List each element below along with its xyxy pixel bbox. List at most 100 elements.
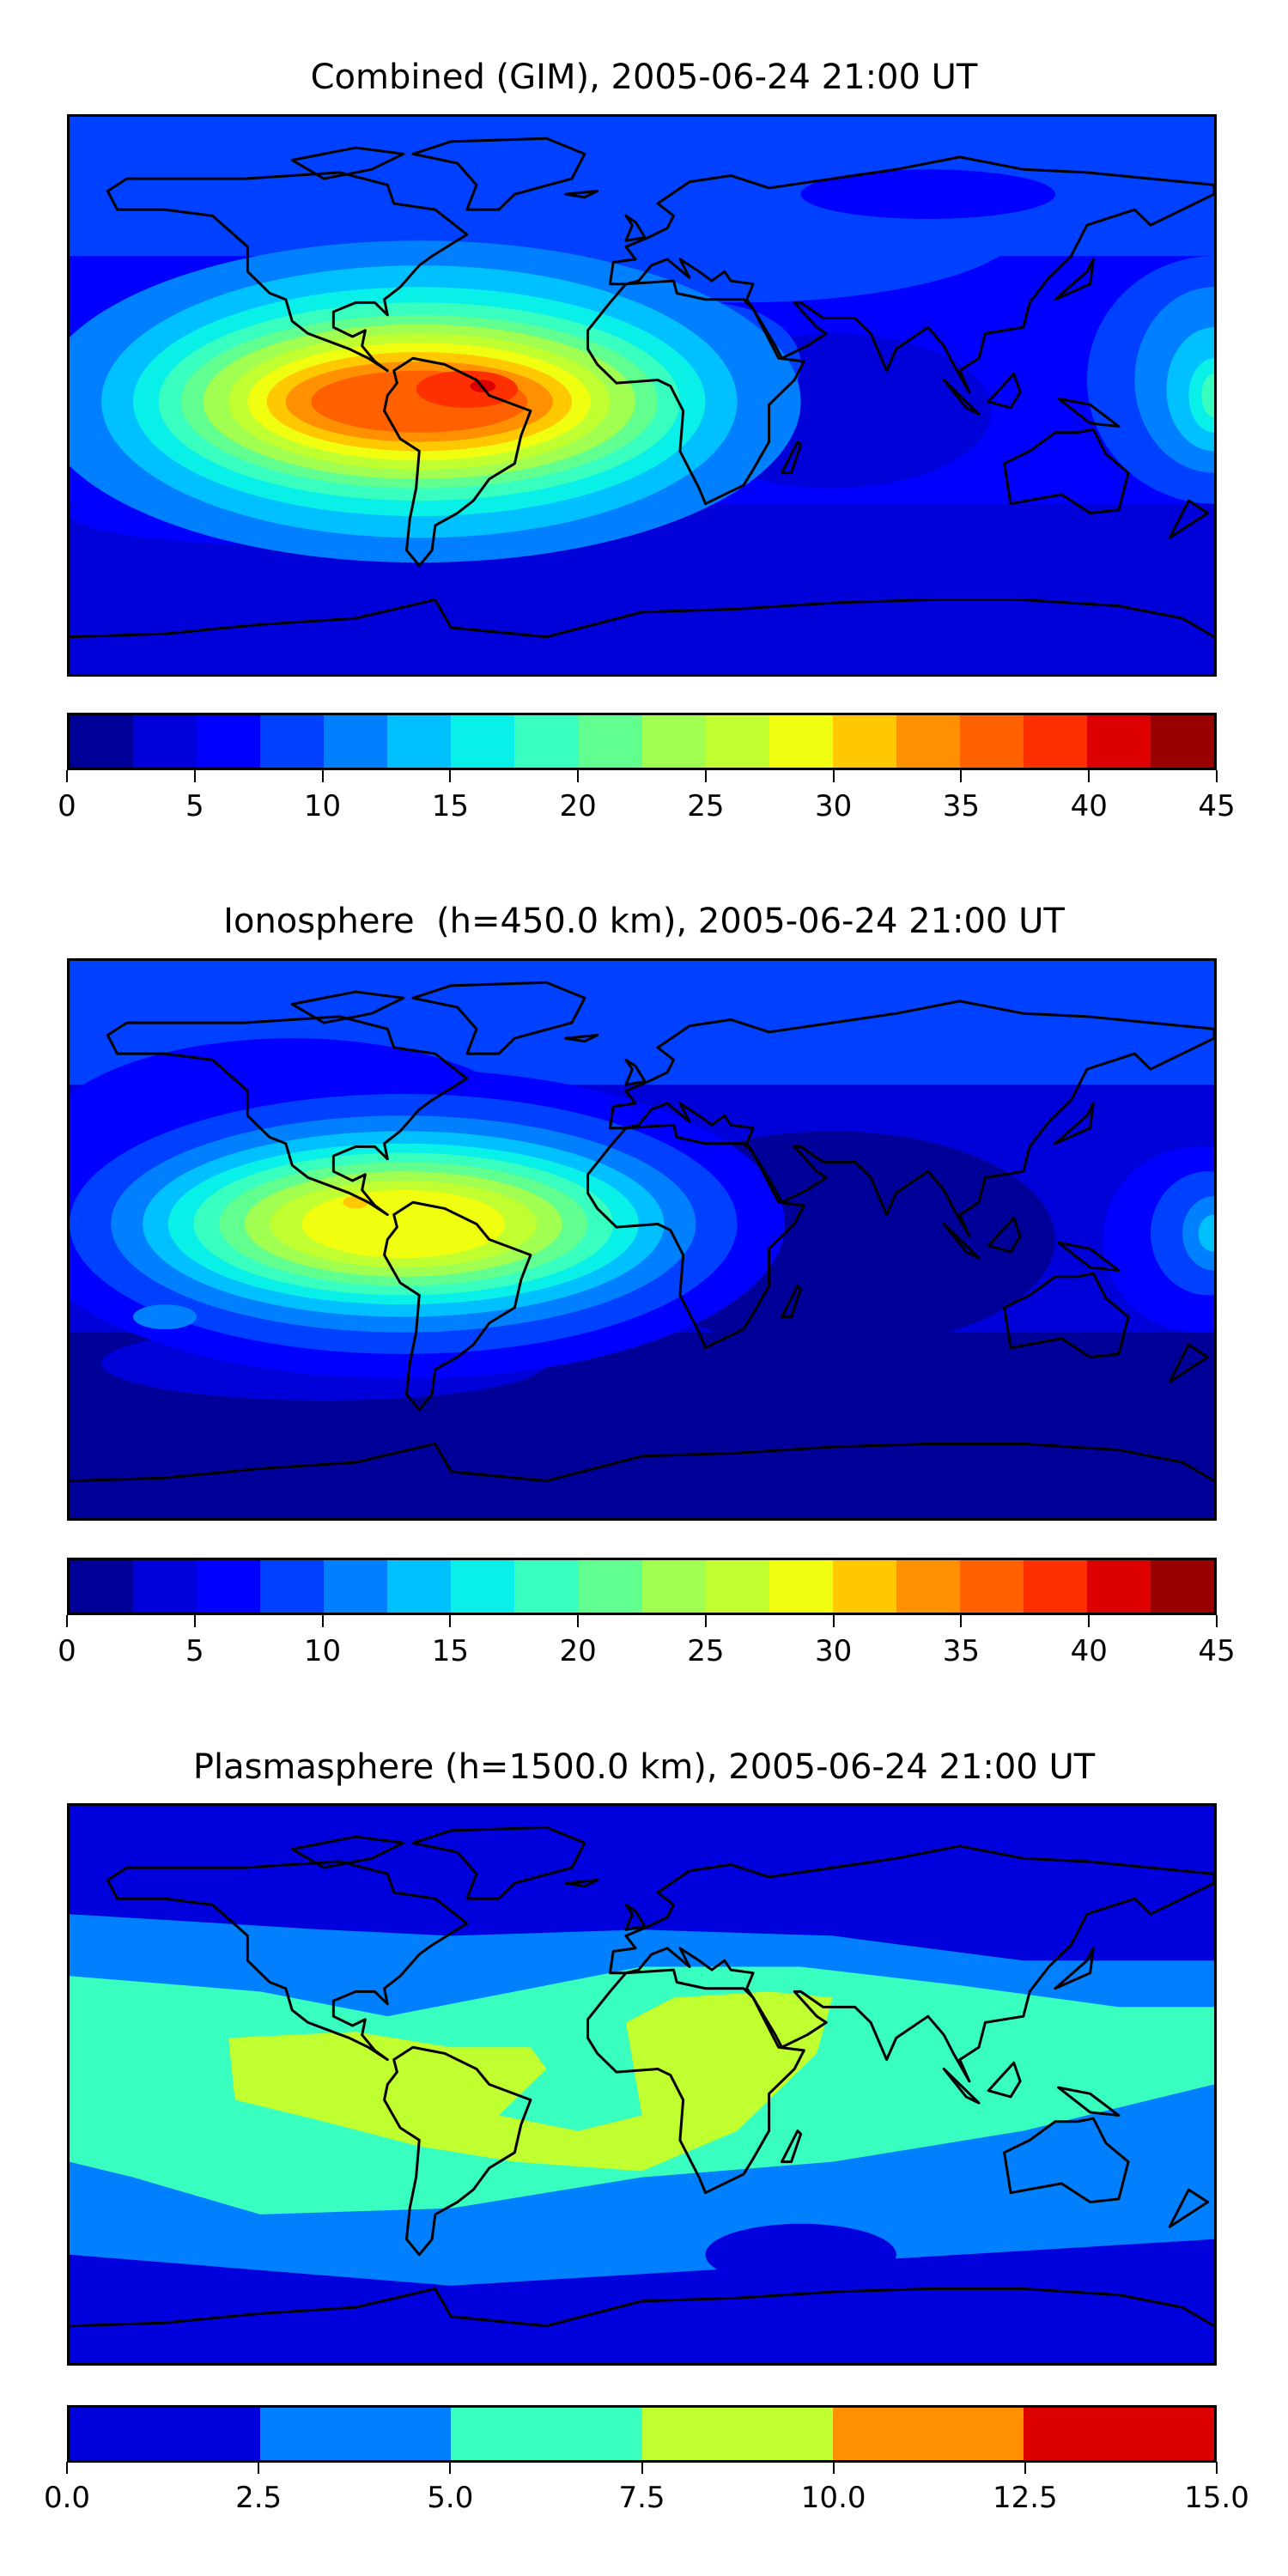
coastline <box>1005 429 1128 513</box>
colorbar-segment <box>896 715 960 768</box>
colorbar-segment <box>959 715 1024 768</box>
colorbar-tick-label: 15.0 <box>1184 2481 1249 2515</box>
colorbar-tick-mark <box>577 1615 580 1627</box>
colorbar-tick-mark <box>960 770 963 782</box>
colorbar-segment <box>896 1560 960 1613</box>
colorbar-tick-label: 5 <box>185 789 204 823</box>
colorbar-tick-label: 10.0 <box>800 2481 866 2515</box>
coastline <box>1055 1948 1093 1989</box>
colorbar-segment <box>324 1560 388 1613</box>
colorbar-tick-label: 35 <box>942 1634 981 1668</box>
colorbar-segment <box>1023 2408 1215 2460</box>
coastline <box>626 216 645 240</box>
colorbar-tick-label: 2.5 <box>235 2481 283 2515</box>
colorbar-segment <box>514 1560 579 1613</box>
coastline <box>588 1125 805 1348</box>
coastline <box>566 191 598 197</box>
colorbar1-ticks: 0 5 10 15 20 25 30 35 40 45 <box>58 770 1236 830</box>
colorbar-tick-label: 5.0 <box>427 2481 474 2515</box>
colorbar-tick-mark <box>1216 1615 1218 1627</box>
contour-region <box>133 1304 197 1330</box>
colorbar-tick-mark <box>66 770 68 782</box>
colorbar-tick-mark <box>832 2462 835 2474</box>
coastline-antarctica <box>70 1443 1214 1480</box>
coastline <box>1055 259 1093 300</box>
coastline <box>626 1905 645 1929</box>
colorbar-segment <box>70 1560 134 1613</box>
map1-combined-gim <box>67 114 1217 677</box>
colorbar-segment <box>641 715 706 768</box>
coastline <box>781 2131 800 2162</box>
colorbar-tick-mark <box>960 1615 963 1627</box>
colorbar-segment <box>260 2408 452 2460</box>
colorbar-tick-mark <box>66 1615 68 1627</box>
colorbar-tick-label: 30 <box>815 789 853 823</box>
map2-title: Ionosphere (h=450.0 km), 2005-06-24 21:0… <box>223 902 1065 941</box>
colorbar-segment <box>1023 1560 1087 1613</box>
map3-plasmasphere <box>67 1803 1217 2366</box>
coastline <box>292 148 404 179</box>
coastline <box>1059 1242 1119 1270</box>
colorbar-segment <box>1023 715 1087 768</box>
colorbar-segment <box>387 715 452 768</box>
colorbar-segment <box>1151 1560 1215 1613</box>
coastline-antarctica <box>70 599 1214 636</box>
colorbar-tick-label: 15 <box>431 789 469 823</box>
coastline <box>626 1060 645 1084</box>
map1-svg <box>70 117 1214 674</box>
colorbar-tick-mark <box>1024 2462 1026 2474</box>
coastline <box>944 1224 979 1258</box>
coastline <box>988 2063 1020 2097</box>
map3-svg <box>70 1806 1214 2363</box>
coastline <box>107 173 466 371</box>
colorbar-tick-label: 25 <box>687 1634 725 1668</box>
coastline-antarctica <box>70 2288 1214 2325</box>
colorbar-segment <box>324 715 388 768</box>
coastline <box>988 374 1020 408</box>
coastline <box>988 1218 1020 1252</box>
colorbar-tick-label: 10 <box>303 789 342 823</box>
colorbar-segment <box>578 1560 642 1613</box>
coastline <box>1170 2190 1207 2227</box>
colorbar-segment <box>1087 1560 1151 1613</box>
map3-title: Plasmasphere (h=1500.0 km), 2005-06-24 2… <box>192 1747 1096 1787</box>
coastline <box>292 1837 404 1868</box>
colorbar-segment <box>70 2408 261 2460</box>
colorbar-segment <box>705 715 769 768</box>
map2-svg <box>70 961 1214 1518</box>
colorbar3 <box>67 2405 1217 2463</box>
coastline <box>566 1036 598 1042</box>
colorbar-tick-mark <box>1088 770 1091 782</box>
colorbar-tick-mark <box>704 770 707 782</box>
colorbar-tick-mark <box>1216 2462 1218 2474</box>
colorbar-segment <box>514 715 579 768</box>
colorbar-segment <box>832 715 896 768</box>
colorbar-tick-label: 0 <box>58 1634 76 1668</box>
coastline <box>1059 398 1119 426</box>
coastline <box>107 1017 466 1215</box>
contour-region <box>343 1196 369 1209</box>
colorbar-segment <box>769 1560 833 1613</box>
colorbar-segment <box>451 715 515 768</box>
coastline <box>1005 2118 1128 2202</box>
colorbar-tick-mark <box>641 2462 643 2474</box>
map1-title: Combined (GIM), 2005-06-24 21:00 UT <box>310 58 978 97</box>
colorbar-tick-label: 5 <box>185 1634 204 1668</box>
coastline <box>1170 1345 1207 1382</box>
coastline <box>413 138 585 210</box>
colorbar-segment <box>260 1560 325 1613</box>
coastline <box>1055 1103 1093 1144</box>
colorbar-segment <box>197 715 261 768</box>
colorbar-segment <box>70 715 134 768</box>
coastline <box>292 992 404 1023</box>
map2-ionosphere <box>67 958 1217 1521</box>
coastline <box>944 2069 979 2103</box>
colorbar3-ticks: 0.0 2.5 5.0 7.5 10.0 12.5 15.0 <box>44 2462 1249 2522</box>
colorbar-tick-label: 15 <box>431 1634 469 1668</box>
coastline <box>107 1862 466 2060</box>
colorbar-segment <box>133 1560 197 1613</box>
colorbar-tick-label: 20 <box>559 789 597 823</box>
colorbar-tick-label: 40 <box>1070 1634 1108 1668</box>
colorbar-tick-label: 45 <box>1198 789 1236 823</box>
coastline <box>413 982 585 1054</box>
